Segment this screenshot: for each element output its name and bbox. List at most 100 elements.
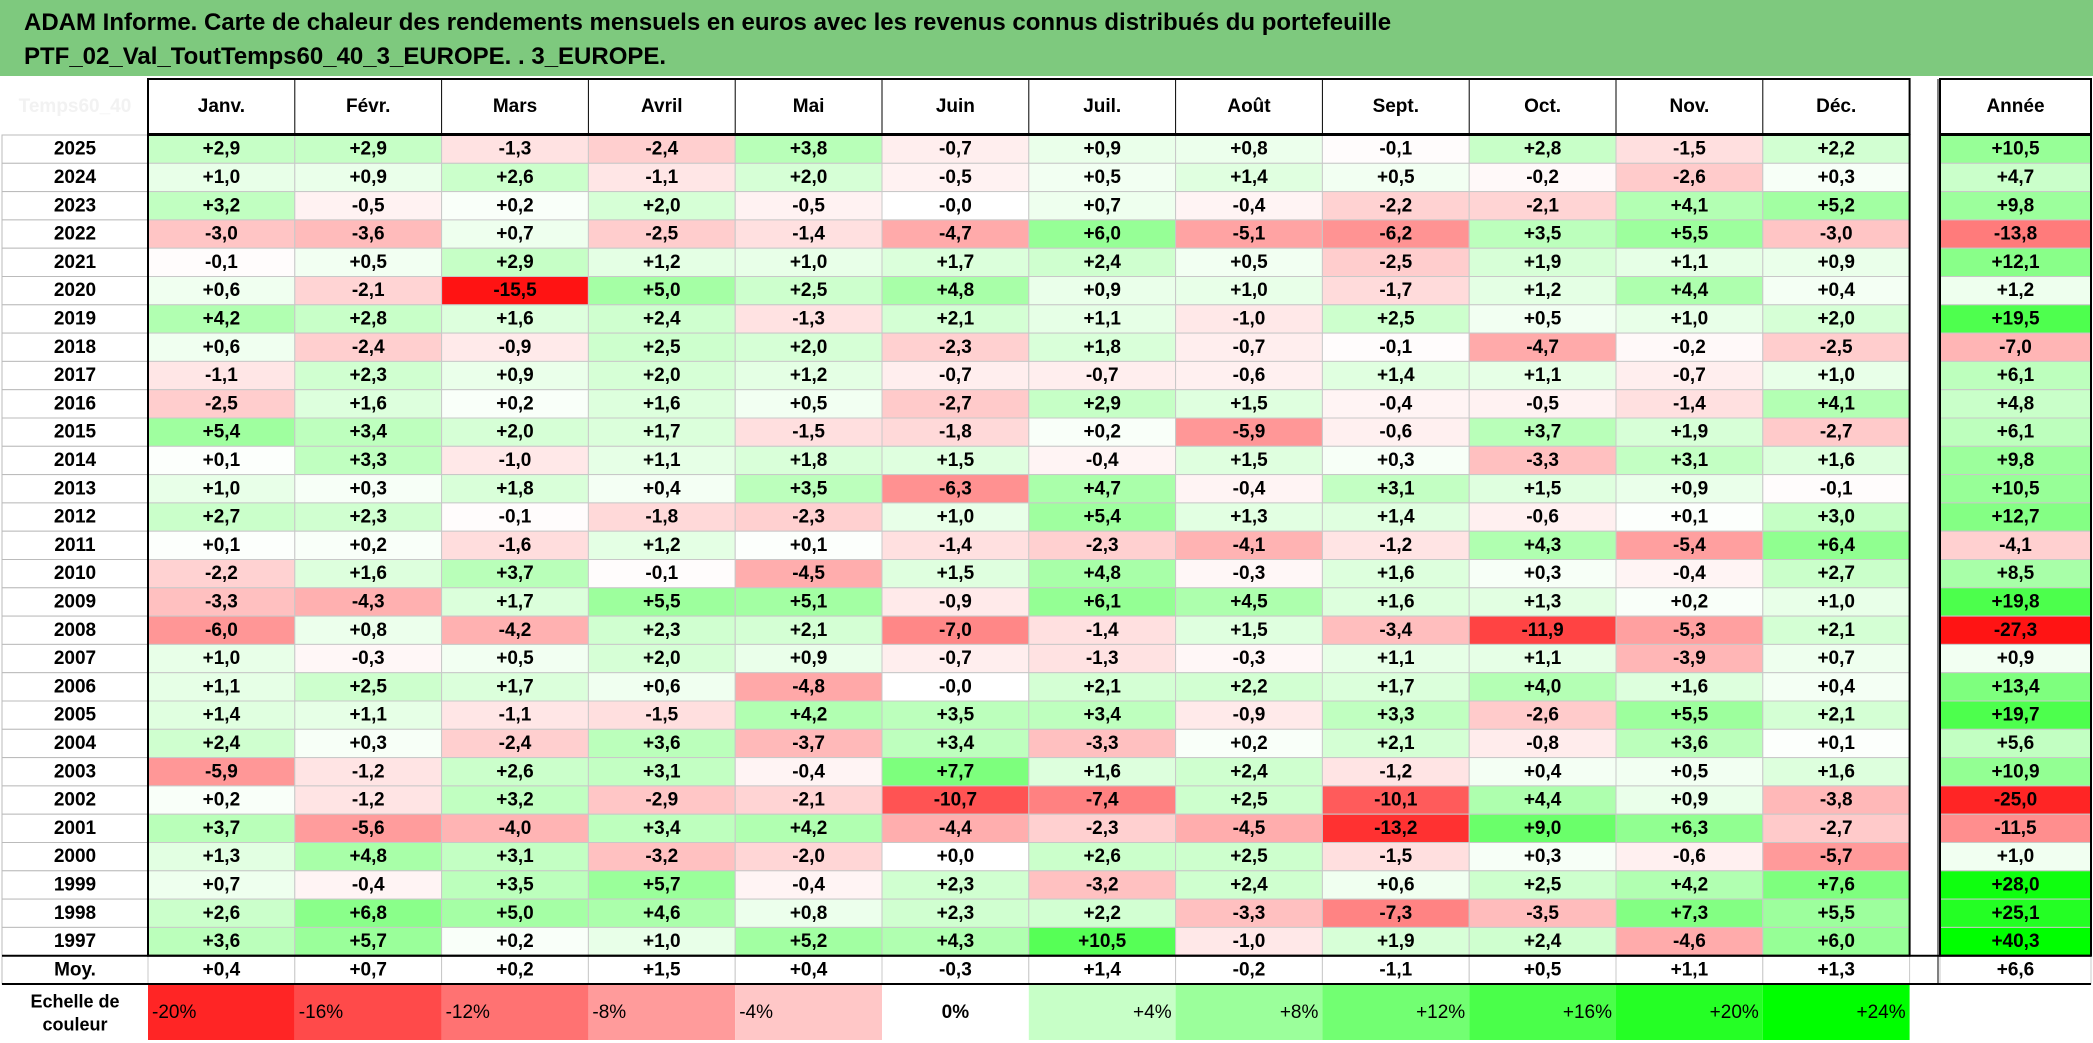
heatmap-cell — [734, 417, 883, 447]
heatmap-value: +4,2 — [790, 705, 828, 726]
heatmap-cell — [1615, 898, 1764, 928]
heatmap-value: +1,1 — [349, 705, 387, 726]
heatmap-cell — [1175, 813, 1323, 844]
heatmap-cell — [587, 672, 736, 702]
heatmap-value: +4,4 — [1671, 280, 1709, 301]
heatmap-cell — [734, 360, 883, 391]
heatmap-value: +0,7 — [1817, 648, 1855, 669]
average-value: -0,2 — [1233, 959, 1266, 980]
heatmap-value: -0,4 — [1233, 478, 1266, 499]
heatmap-value: +0,3 — [1377, 450, 1415, 471]
heatmap-value: +0,8 — [790, 903, 828, 924]
scale-label-line-1: Echelle de — [30, 992, 119, 1012]
heatmap-value: +2,5 — [1377, 308, 1415, 329]
average-value: +1,3 — [1817, 959, 1855, 980]
color-scale-swatch — [441, 985, 589, 1040]
heatmap-value: +5,5 — [643, 591, 681, 612]
heatmap-value: +4,3 — [1524, 535, 1562, 556]
heatmap-cell — [1321, 304, 1470, 334]
heatmap-cell — [441, 360, 589, 391]
heatmap-value: +2,0 — [643, 648, 681, 669]
heatmap-value: -3,4 — [1379, 620, 1412, 641]
heatmap-cell — [1468, 134, 1617, 164]
heatmap-value: -2,0 — [792, 846, 825, 867]
month-header: Mai — [793, 96, 825, 117]
heatmap-cell — [881, 247, 1030, 277]
heatmap-cell — [587, 162, 736, 193]
heatmap-cell — [1468, 615, 1617, 645]
heatmap-cell — [734, 813, 883, 844]
heatmap-cell — [881, 162, 1030, 193]
year-label-cell — [1, 813, 149, 844]
heatmap-value: +0,7 — [496, 224, 534, 245]
heatmap-value: +1,2 — [643, 535, 681, 556]
heatmap-value: +0,2 — [349, 535, 387, 556]
heatmap-value: -1,7 — [1379, 280, 1412, 301]
heatmap-cell — [294, 615, 443, 645]
year-label-cell — [1, 842, 149, 872]
heatmap-value: +2,8 — [1524, 139, 1562, 160]
heatmap-cell — [1615, 643, 1764, 674]
heatmap-value: +2,1 — [1377, 733, 1415, 754]
color-scale-swatch — [1028, 985, 1176, 1040]
heatmap-cell — [294, 757, 443, 787]
heatmap-value: -2,5 — [205, 393, 238, 414]
year-label: 2025 — [54, 139, 97, 160]
heatmap-cell — [1615, 474, 1764, 504]
color-scale-swatch — [735, 985, 882, 1040]
heatmap-cell — [734, 304, 883, 334]
heatmap-value: -1,5 — [792, 422, 825, 443]
heatmap-value: -1,6 — [499, 535, 532, 556]
heatmap-cell — [1028, 842, 1177, 872]
annual-cell — [1939, 587, 2092, 617]
heatmap-value: +1,6 — [1817, 761, 1855, 782]
heatmap-value: -2,3 — [792, 507, 825, 528]
heatmap-value: -0,7 — [939, 139, 972, 160]
color-scale-label: +8% — [1280, 1002, 1319, 1023]
heatmap-value: -1,4 — [939, 535, 972, 556]
year-label-cell — [1, 559, 149, 589]
heatmap-cell — [1321, 502, 1470, 532]
heatmap-cell — [441, 700, 589, 730]
average-value: +0,5 — [1524, 959, 1562, 980]
heatmap-value: +4,5 — [1230, 591, 1268, 612]
average-value: +0,4 — [203, 959, 241, 980]
heatmap-cell — [1028, 813, 1177, 844]
heatmap-value: +3,5 — [937, 705, 975, 726]
heatmap-value: +0,5 — [1083, 167, 1121, 188]
heatmap-cell — [587, 276, 736, 306]
heatmap-value: +0,5 — [1377, 167, 1415, 188]
heatmap-cell — [1028, 276, 1177, 306]
heatmap-value: -3,9 — [1673, 648, 1706, 669]
year-label: 2002 — [54, 790, 96, 811]
heatmap-value: +0,9 — [1083, 280, 1121, 301]
heatmap-value: -0,6 — [1233, 365, 1266, 386]
year-label-cell — [1, 304, 149, 334]
heatmap-value: +0,5 — [1230, 252, 1268, 273]
heatmap-cell — [294, 247, 443, 277]
heatmap-value: +3,6 — [643, 733, 681, 754]
heatmap-value: +0,9 — [790, 648, 828, 669]
heatmap-cell — [881, 587, 1030, 617]
heatmap-value: +0,5 — [790, 393, 828, 414]
heatmap-cell — [1468, 162, 1617, 193]
heatmap-cell — [441, 785, 589, 815]
heatmap-value: -0,7 — [939, 365, 972, 386]
heatmap-value: -6,2 — [1379, 224, 1412, 245]
year-label: 1997 — [54, 931, 96, 952]
heatmap-value: -3,0 — [1820, 224, 1853, 245]
heatmap-value: +10,5 — [1078, 931, 1127, 952]
heatmap-value: -0,4 — [792, 874, 825, 895]
heatmap-value: -2,7 — [939, 393, 972, 414]
average-value: +0,7 — [349, 959, 387, 980]
year-label: 2019 — [54, 308, 96, 329]
heatmap-value: -0,3 — [1233, 563, 1266, 584]
heatmap-value: -4,5 — [1233, 818, 1266, 839]
heatmap-cell — [1175, 219, 1323, 249]
month-header: Sept. — [1373, 96, 1419, 117]
heatmap-value: +7,7 — [937, 761, 975, 782]
heatmap-value: -0,5 — [1526, 393, 1559, 414]
heatmap-value: -0,7 — [1233, 337, 1266, 358]
heatmap-value: +4,8 — [1083, 563, 1121, 584]
heatmap-value: +0,2 — [1230, 733, 1268, 754]
